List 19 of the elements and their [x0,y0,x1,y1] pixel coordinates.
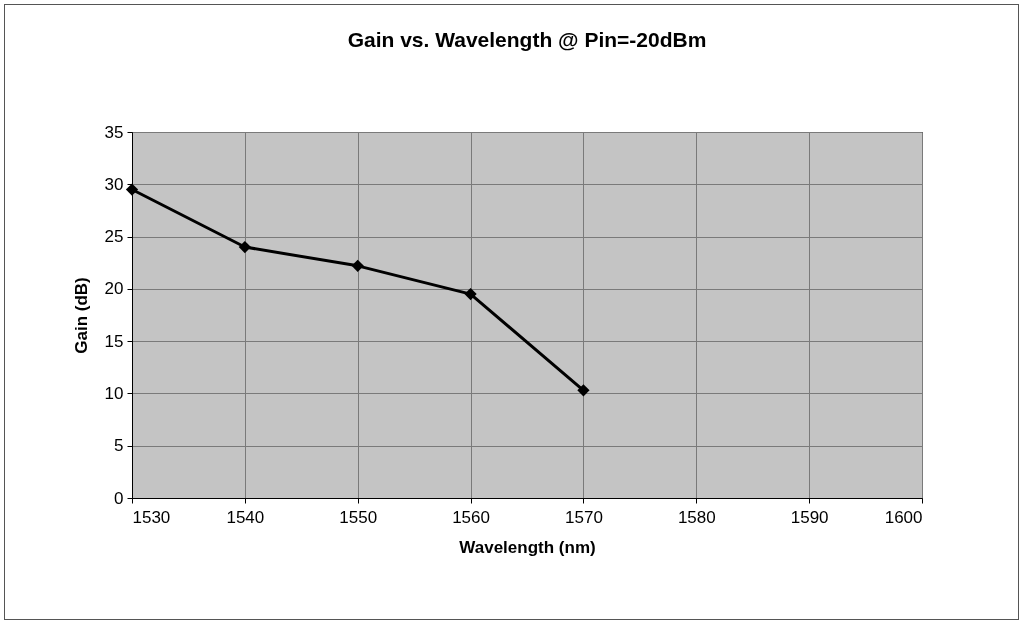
x-tick-label: 1570 [565,507,603,527]
x-tick-label: 1540 [226,507,265,527]
y-axis-title: Gain (dB) [71,277,91,354]
y-tick-label: 25 [104,227,124,247]
y-tick-label: 10 [104,383,124,403]
x-tick-label: 1590 [790,507,829,527]
x-tick-label: 1580 [677,507,716,527]
y-tick-label: 35 [104,122,124,142]
y-tick-label: 30 [104,174,124,194]
x-tick-label: 1530 [132,507,171,527]
chart-title: Gain vs. Wavelength @ Pin=-20dBm [347,28,707,51]
x-tick-label: 1600 [884,507,923,527]
x-axis-title: Wavelength (nm) [459,537,596,557]
y-tick-label: 20 [104,279,124,299]
y-tick-label: 15 [104,331,124,351]
x-tick-label: 1560 [452,507,490,527]
y-tick-label: 5 [114,436,124,456]
x-tick-label: 1550 [339,507,378,527]
y-tick-label: 0 [114,488,124,508]
